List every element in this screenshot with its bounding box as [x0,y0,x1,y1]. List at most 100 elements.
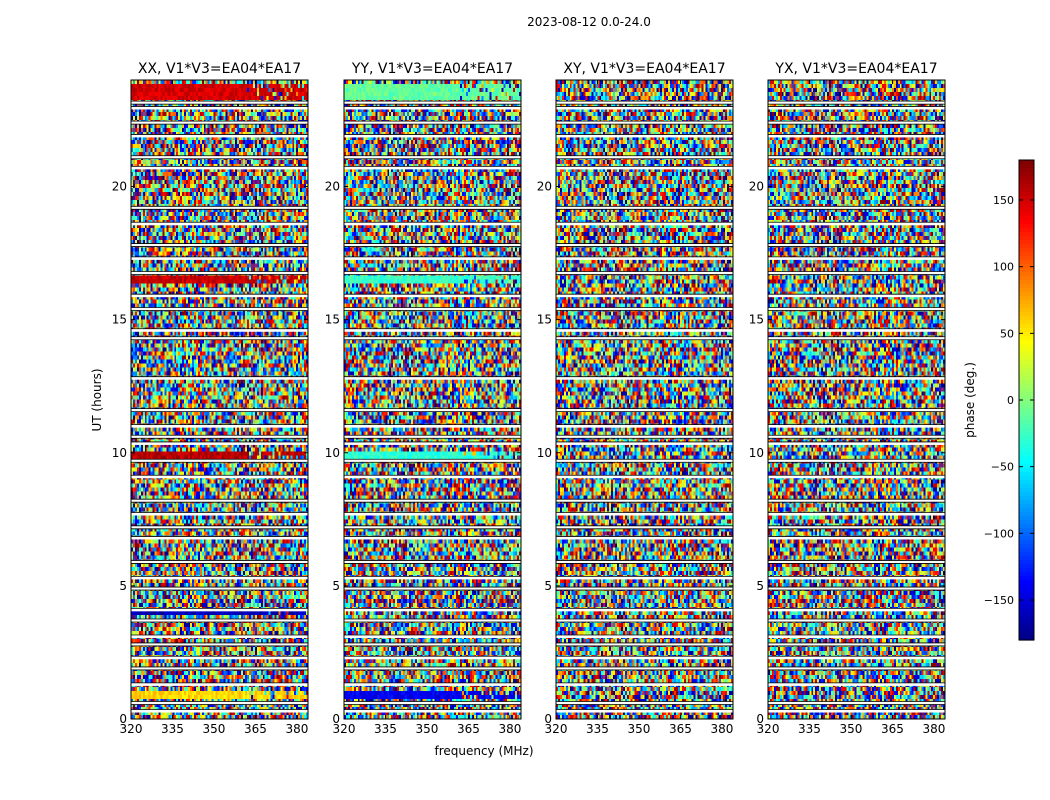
flagged-row [131,498,308,503]
flagged-row [768,512,945,516]
flagged-row [344,655,521,660]
flagged-row [556,709,733,713]
flagged-row [131,607,308,612]
flagged-row [131,682,308,686]
heatmap-image [768,80,945,719]
flagged-row [556,560,733,564]
flagged-row [768,618,945,623]
flagged-row [131,120,308,125]
flagged-row [344,512,521,516]
x-tick-label: 350 [203,722,226,736]
colorbar-tick-label: 100 [993,261,1014,274]
colorbar-tick-label: −50 [991,461,1014,474]
y-tick-label: 15 [112,313,127,327]
flagged-row [556,441,733,445]
flagged-row [344,155,521,160]
flagged-row [344,666,521,671]
heatmap-image [344,80,521,719]
flagged-row [344,434,521,439]
flagged-row [344,458,521,463]
x-tick-label: 320 [545,722,568,736]
flagged-row [131,701,308,705]
flagged-row [131,642,308,647]
flagged-row [768,307,945,311]
flagged-row [131,441,308,445]
flagged-row [344,560,521,564]
x-tick-label: 350 [628,722,651,736]
x-tick-label: 320 [333,722,356,736]
x-tick-label: 380 [710,722,733,736]
y-tick-label: 10 [112,446,127,460]
y-tick-label: 15 [325,313,340,327]
flagged-row [768,293,945,298]
flagged-row [131,256,308,260]
flagged-row [344,221,521,226]
flagged-row [344,586,521,591]
flagged-row [556,525,733,530]
flagged-row [131,634,308,638]
flagged-row [556,618,733,623]
flagged-row [344,336,521,341]
flagged-row [131,408,308,413]
y-tick-label: 10 [537,446,552,460]
y-tick-label: 0 [119,712,127,726]
panel-frame [343,79,522,720]
flagged-row [556,134,733,138]
colorbar-tick-label: 0 [1007,394,1014,407]
flagged-row [344,536,521,540]
flagged-row [768,682,945,686]
flagged-row [556,307,733,311]
flagged-row [556,408,733,413]
flagged-row [556,120,733,125]
figure-suptitle: 2023-08-12 0.0-24.0 [527,15,651,29]
flagged-row [344,293,521,298]
flagged-row [131,458,308,463]
flagged-row [131,560,308,564]
colorbar-tick-label: 150 [993,194,1014,207]
flagged-row [556,205,733,210]
flagged-row [344,408,521,413]
x-tick-label: 350 [840,722,863,736]
flagged-row [131,575,308,580]
flagged-row [768,106,945,110]
flagged-row [556,498,733,503]
flagged-row [344,575,521,580]
flagged-row [344,424,521,428]
y-tick-label: 15 [537,313,552,327]
flagged-row [344,328,521,332]
flagged-row [344,205,521,210]
flagged-row [131,586,308,591]
flagged-row [131,424,308,428]
flagged-row [556,666,733,671]
flagged-row [344,376,521,380]
flagged-row [556,336,733,341]
flagged-row [768,328,945,332]
flagged-row [768,655,945,660]
flagged-row [344,498,521,503]
flagged-row [556,271,733,275]
flagged-row [768,408,945,413]
flagged-row [344,165,521,170]
flagged-row [556,376,733,380]
panel-yx: YX, V1*V3=EA04*EA17 320 335 350 365 380 0 5 10 15… [749,61,946,736]
flagged-row [131,336,308,341]
flagged-row [556,586,733,591]
flagged-row [344,607,521,612]
flagged-row [344,100,521,105]
flagged-row [344,525,521,530]
x-tick-label: 335 [586,722,609,736]
x-tick-label: 350 [416,722,439,736]
flagged-row [768,586,945,591]
flagged-row [556,256,733,260]
flagged-row [344,271,521,275]
flagged-row [768,243,945,247]
flagged-row [131,666,308,671]
flagged-row [768,376,945,380]
flagged-row [344,634,521,638]
x-axis-label: frequency (MHz) [434,744,533,758]
flagged-row [344,243,521,247]
flagged-row [556,155,733,160]
x-tick-label: 320 [757,722,780,736]
x-tick-label: 380 [285,722,308,736]
